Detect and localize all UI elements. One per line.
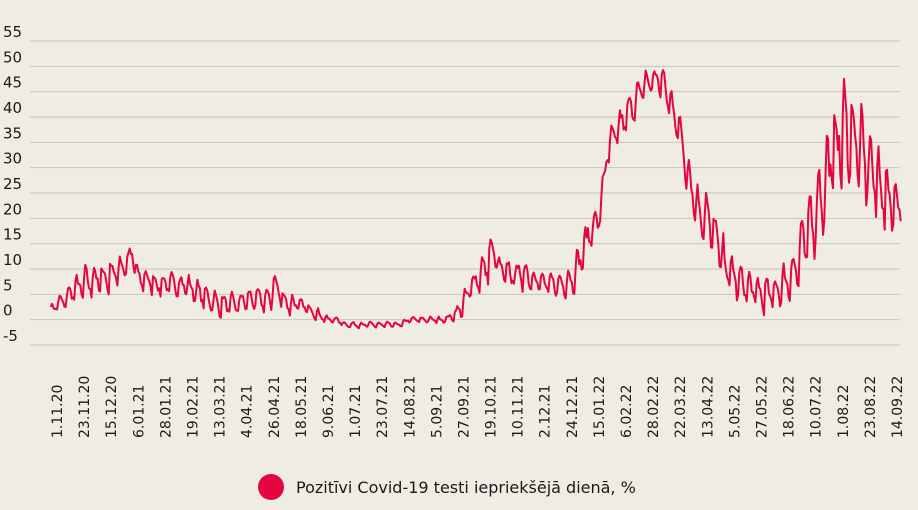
- y-tick-label: 25: [3, 175, 22, 193]
- x-tick-label: 13.03.21: [213, 376, 229, 438]
- y-tick-label: 10: [3, 251, 22, 269]
- x-tick-label: 14.09.22: [890, 376, 906, 438]
- legend: Pozitīvi Covid-19 testi iepriekšējā dien…: [258, 474, 636, 500]
- series-layer: [49, 69, 902, 330]
- y-tick-label: -5: [3, 327, 18, 345]
- series-line: [49, 69, 902, 330]
- x-axis-tick-labels: 1.11.20 23.11.20 15.12.20 6.01.21 28.01.21 19…: [50, 376, 906, 438]
- x-tick-label: 15.12.20: [104, 376, 120, 438]
- x-tick-label: 4.04.21: [240, 385, 256, 438]
- y-tick-label: 35: [3, 124, 22, 142]
- x-tick-label: 28.02.22: [646, 376, 662, 438]
- y-tick-label: 5: [3, 276, 13, 294]
- y-tick-label: 30: [3, 150, 22, 168]
- x-tick-label: 6.02.22: [619, 385, 635, 438]
- x-tick-label: 28.01.21: [158, 376, 174, 438]
- x-tick-label: 2.12.21: [538, 385, 554, 438]
- x-tick-label: 24.12.21: [565, 376, 581, 438]
- x-tick-label: 1.11.20: [50, 385, 66, 438]
- legend-marker: [258, 474, 284, 500]
- x-tick-label: 1.08.22: [836, 385, 852, 438]
- y-axis-tick-labels: -5 0 5 10 15 20 25 30 35 40 45 50 55: [3, 23, 22, 345]
- x-tick-label: 18.05.21: [294, 376, 310, 438]
- x-tick-label: 1.07.21: [348, 385, 364, 438]
- y-tick-label: 40: [3, 99, 22, 117]
- x-tick-label: 6.01.21: [131, 385, 147, 438]
- y-tick-label: 50: [3, 48, 22, 66]
- x-tick-label: 22.03.22: [673, 376, 689, 438]
- legend-label: Pozitīvi Covid-19 testi iepriekšējā dien…: [296, 477, 636, 497]
- x-tick-label: 19.10.21: [484, 376, 500, 438]
- x-tick-label: 23.07.21: [375, 376, 391, 438]
- y-tick-label: 45: [3, 74, 22, 92]
- x-tick-label: 5.05.22: [727, 385, 743, 438]
- x-tick-label: 23.11.20: [77, 376, 93, 438]
- x-tick-label: 23.08.22: [863, 376, 879, 438]
- x-tick-label: 10.07.22: [809, 376, 825, 438]
- x-tick-label: 19.02.21: [185, 376, 201, 438]
- gridlines: [30, 40, 900, 346]
- x-tick-label: 14.08.21: [402, 376, 418, 438]
- x-tick-label: 9.06.21: [321, 385, 337, 438]
- x-tick-label: 26.04.21: [267, 376, 283, 438]
- y-tick-label: 0: [3, 302, 13, 320]
- x-tick-label: 13.04.22: [700, 376, 716, 438]
- y-tick-label: 55: [3, 23, 22, 41]
- x-tick-label: 27.05.22: [755, 376, 771, 438]
- x-tick-label: 5.09.21: [429, 385, 445, 438]
- x-tick-label: 18.06.22: [782, 376, 798, 438]
- y-tick-label: 20: [3, 200, 22, 218]
- y-tick-label: 15: [3, 226, 22, 244]
- x-tick-label: 27.09.21: [456, 376, 472, 438]
- x-tick-label: 10.11.21: [511, 376, 527, 438]
- x-tick-label: 15.01.22: [592, 376, 608, 438]
